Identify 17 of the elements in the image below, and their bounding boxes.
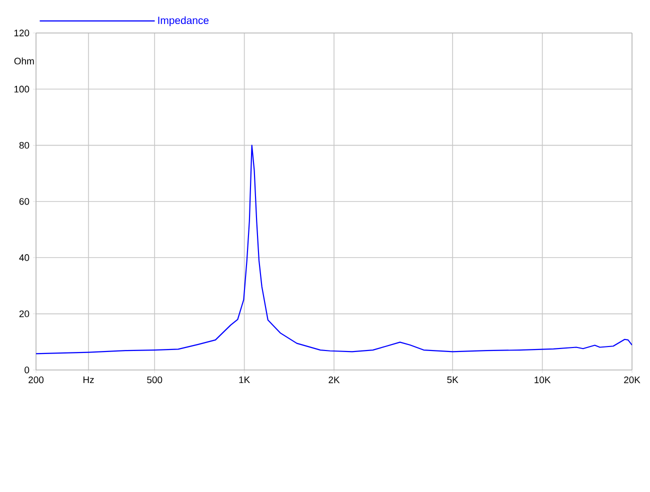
x-tick-label: 2K xyxy=(328,376,340,384)
text: Impedance xyxy=(158,16,209,26)
x-tick-label: 200 xyxy=(28,376,44,384)
y-axis-title: Ohm xyxy=(14,57,34,64)
x-tick-label: Hz xyxy=(84,376,94,384)
x-tick-label: 1K xyxy=(239,376,250,384)
y-tick-label: 60 xyxy=(19,198,30,205)
y-tick-label: 80 xyxy=(19,142,30,149)
x-tick-label: 10K xyxy=(534,376,551,384)
x-tick-label: 500 xyxy=(147,376,162,384)
y-tick-label: 40 xyxy=(19,254,30,262)
y-tick-label: 20 xyxy=(19,310,30,318)
y-tick-label: 120 xyxy=(14,30,30,36)
y-tick-label: 0 xyxy=(24,366,30,374)
x-tick-label: 5K xyxy=(447,376,458,384)
y-tick-label: 100 xyxy=(14,86,30,93)
x-tick-label: 20K xyxy=(624,376,640,384)
